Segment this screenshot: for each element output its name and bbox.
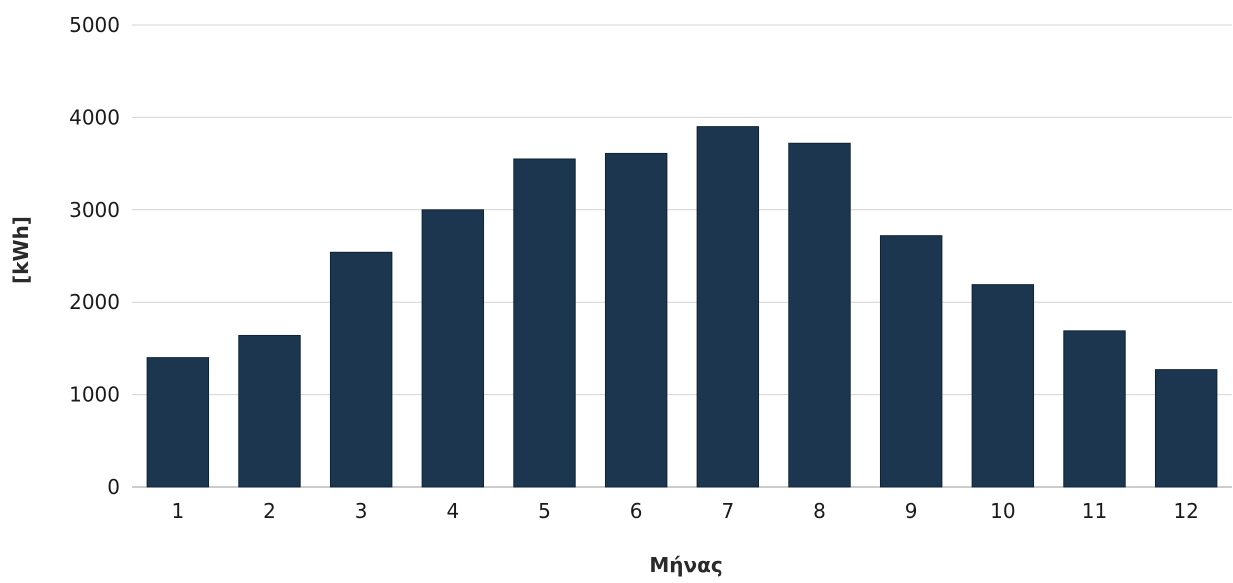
x-tick-label: 12 xyxy=(1173,499,1198,523)
y-tick-label: 2000 xyxy=(69,290,120,314)
x-tick-label: 1 xyxy=(171,499,184,523)
x-tick-label: 8 xyxy=(813,499,826,523)
bar-2 xyxy=(238,334,301,488)
y-tick-label: 5000 xyxy=(69,13,120,37)
x-tick-label: 11 xyxy=(1082,499,1107,523)
x-tick-label: 2 xyxy=(263,499,276,523)
y-tick-label: 1000 xyxy=(69,383,120,407)
bar-1 xyxy=(146,357,210,488)
bar-10 xyxy=(971,284,1035,488)
bars xyxy=(146,126,1218,488)
x-tick-label: 4 xyxy=(446,499,459,523)
x-tick-label: 10 xyxy=(990,499,1015,523)
bar-8 xyxy=(788,142,851,488)
y-tick-label: 4000 xyxy=(69,105,120,129)
bar-3 xyxy=(329,251,393,488)
bar-12 xyxy=(1154,369,1218,488)
bar-7 xyxy=(696,126,760,488)
x-tick-label: 6 xyxy=(630,499,643,523)
bar-9 xyxy=(879,235,943,488)
x-tick-label: 9 xyxy=(905,499,918,523)
bar-4 xyxy=(421,209,485,488)
y-axis-ticks: 0 1000 2000 3000 4000 5000 xyxy=(69,13,120,499)
x-tick-label: 3 xyxy=(355,499,368,523)
y-tick-label: 3000 xyxy=(69,198,120,222)
bar-11 xyxy=(1063,330,1126,488)
x-tick-label: 7 xyxy=(721,499,734,523)
gridlines xyxy=(132,24,1232,488)
bar-6 xyxy=(604,152,668,488)
x-axis-title: Μήνας xyxy=(649,553,722,577)
x-axis-ticks: 1 2 3 4 5 6 7 8 9 10 11 12 xyxy=(171,499,1198,523)
y-tick-label: 0 xyxy=(107,475,120,499)
y-axis-title: [kWh] xyxy=(9,216,33,284)
x-tick-label: 5 xyxy=(538,499,551,523)
bar-5 xyxy=(513,158,576,488)
